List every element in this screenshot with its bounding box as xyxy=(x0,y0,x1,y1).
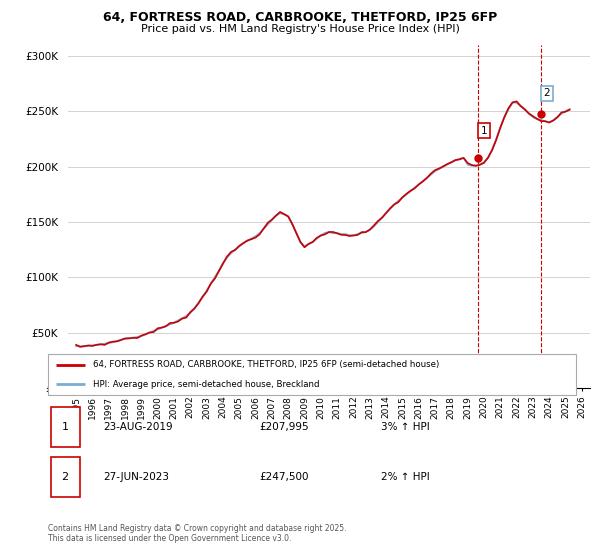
Text: 2: 2 xyxy=(61,473,68,482)
FancyBboxPatch shape xyxy=(50,407,80,447)
Text: Price paid vs. HM Land Registry's House Price Index (HPI): Price paid vs. HM Land Registry's House … xyxy=(140,24,460,34)
Text: £207,995: £207,995 xyxy=(259,422,309,432)
Text: 64, FORTRESS ROAD, CARBROOKE, THETFORD, IP25 6FP (semi-detached house): 64, FORTRESS ROAD, CARBROOKE, THETFORD, … xyxy=(93,360,439,369)
Text: £247,500: £247,500 xyxy=(259,473,309,482)
Text: 2% ↑ HPI: 2% ↑ HPI xyxy=(380,473,430,482)
Text: HPI: Average price, semi-detached house, Breckland: HPI: Average price, semi-detached house,… xyxy=(93,380,319,389)
Text: 1: 1 xyxy=(481,125,487,136)
Text: 23-AUG-2019: 23-AUG-2019 xyxy=(103,422,173,432)
FancyBboxPatch shape xyxy=(48,354,576,395)
Text: 27-JUN-2023: 27-JUN-2023 xyxy=(103,473,169,482)
Text: 3% ↑ HPI: 3% ↑ HPI xyxy=(380,422,430,432)
FancyBboxPatch shape xyxy=(50,458,80,497)
Text: 64, FORTRESS ROAD, CARBROOKE, THETFORD, IP25 6FP: 64, FORTRESS ROAD, CARBROOKE, THETFORD, … xyxy=(103,11,497,24)
Text: 2: 2 xyxy=(544,88,550,99)
Text: Contains HM Land Registry data © Crown copyright and database right 2025.
This d: Contains HM Land Registry data © Crown c… xyxy=(48,524,347,543)
Text: 1: 1 xyxy=(61,422,68,432)
